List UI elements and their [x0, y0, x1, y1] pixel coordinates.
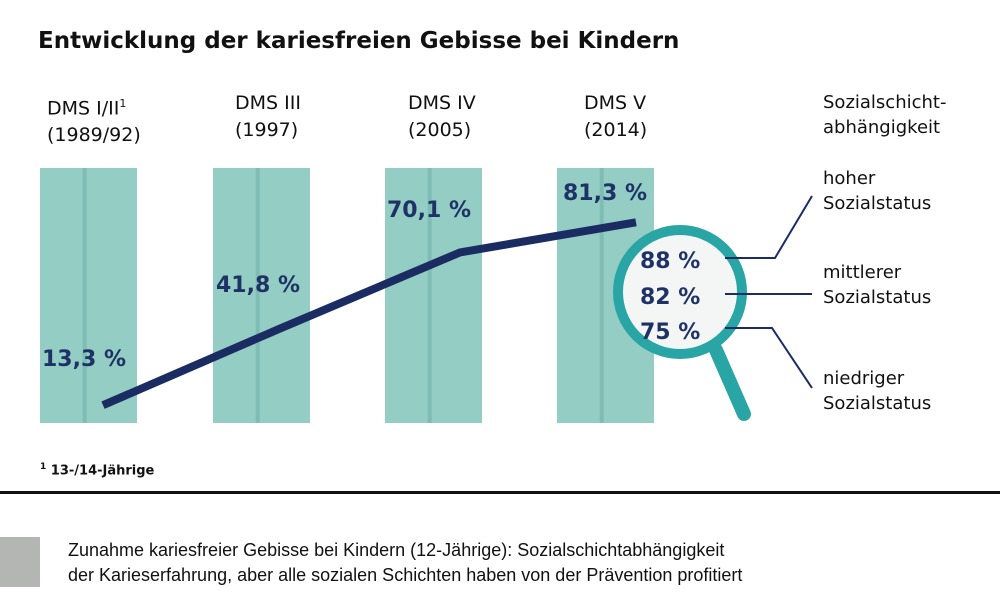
column-stripe: [599, 168, 604, 423]
connector-line-1: [725, 195, 813, 259]
footnote-mark: 1: [119, 97, 127, 110]
group-low: niedriger Sozialstatus: [823, 366, 931, 416]
value-label-3: 70,1 %: [387, 198, 471, 223]
column-bar-1: [40, 168, 137, 423]
value-label-1: 13,3 %: [42, 347, 126, 372]
caption-line: der Karieserfahrung, aber alle sozialen …: [68, 565, 743, 585]
social-value-2: 82 %: [640, 285, 700, 310]
group-mid: mittlerer Sozialstatus: [823, 260, 931, 310]
value-label-2: 41,8 %: [216, 273, 300, 298]
column-header-3: DMS IV (2005): [408, 90, 476, 144]
column-name: DMS V: [584, 92, 647, 114]
group-high: hoher Sozialstatus: [823, 166, 931, 216]
group-label: Sozialstatus: [823, 393, 932, 414]
caption-line: Zunahme kariesfreier Gebisse bei Kindern…: [68, 540, 725, 560]
column-name: DMS I/II: [47, 97, 120, 120]
divider: [0, 491, 1000, 494]
column-period: (2005): [408, 119, 472, 141]
magnifier-handle: [709, 343, 751, 421]
column-period: (2014): [584, 119, 648, 141]
connector-line-3: [725, 327, 813, 389]
chart-title: Entwicklung der kariesfreien Gebisse bei…: [38, 28, 680, 54]
group-label: mittlerer: [823, 262, 902, 283]
column-header-4: DMS V (2014): [584, 90, 647, 144]
group-label: Sozialstatus: [823, 193, 932, 214]
footnote-text: 13-/14-Jährige: [50, 463, 155, 479]
value-label-4: 81,3 %: [563, 181, 647, 206]
social-value-3: 75 %: [640, 320, 700, 345]
column-bar-2: [213, 168, 310, 423]
trend-line: [101, 218, 637, 409]
column-stripe: [427, 168, 432, 423]
column-header-2: DMS III (1997): [235, 90, 301, 144]
column-period: (1989/92): [47, 124, 141, 147]
column-name: DMS IV: [408, 92, 476, 114]
group-label: Sozialstatus: [823, 287, 932, 308]
column-name: DMS III: [235, 92, 301, 114]
group-label: niedriger: [823, 368, 905, 389]
group-label: hoher: [823, 168, 876, 189]
caption-marker: [0, 537, 40, 587]
caption: Zunahme kariesfreier Gebisse bei Kindern…: [68, 538, 742, 588]
social-header-line: Sozialschicht-: [823, 92, 947, 113]
column-period: (1997): [235, 119, 299, 141]
column-bar-3: [385, 168, 482, 423]
column-stripe: [82, 168, 87, 423]
magnifier-icon: [613, 225, 751, 421]
social-value-1: 88 %: [640, 249, 700, 274]
magnifier-lens: [613, 225, 747, 359]
social-header: Sozialschicht-abhängigkeit: [823, 90, 946, 140]
column-header-1: DMS I/II1 (1989/92): [47, 90, 141, 149]
social-header-line: abhängigkeit: [823, 117, 941, 138]
footnote-mark: 1: [40, 462, 47, 472]
footnote: 1 13-/14-Jährige: [40, 462, 154, 478]
column-stripe: [255, 168, 260, 423]
